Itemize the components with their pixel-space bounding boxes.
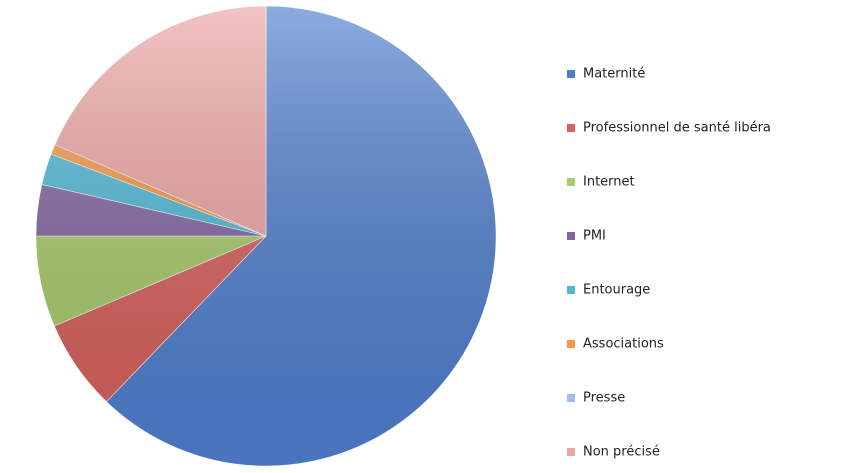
legend-label: Entourage [583, 283, 650, 298]
legend-swatch [567, 286, 575, 294]
legend-swatch [567, 448, 575, 456]
legend-swatch [567, 340, 575, 348]
legend-label: Non précisé [583, 445, 660, 460]
legend-swatch [567, 70, 575, 78]
legend-label: Maternité [583, 67, 645, 82]
legend-label: Professionnel de santé libéra [583, 121, 771, 136]
legend-swatch [567, 178, 575, 186]
legend-swatch [567, 232, 575, 240]
legend-label: Associations [583, 337, 664, 352]
legend-label: Presse [583, 391, 625, 406]
legend-label: PMI [583, 229, 606, 244]
legend-swatch [567, 394, 575, 402]
legend-swatch [567, 124, 575, 132]
legend-label: Internet [583, 175, 635, 190]
